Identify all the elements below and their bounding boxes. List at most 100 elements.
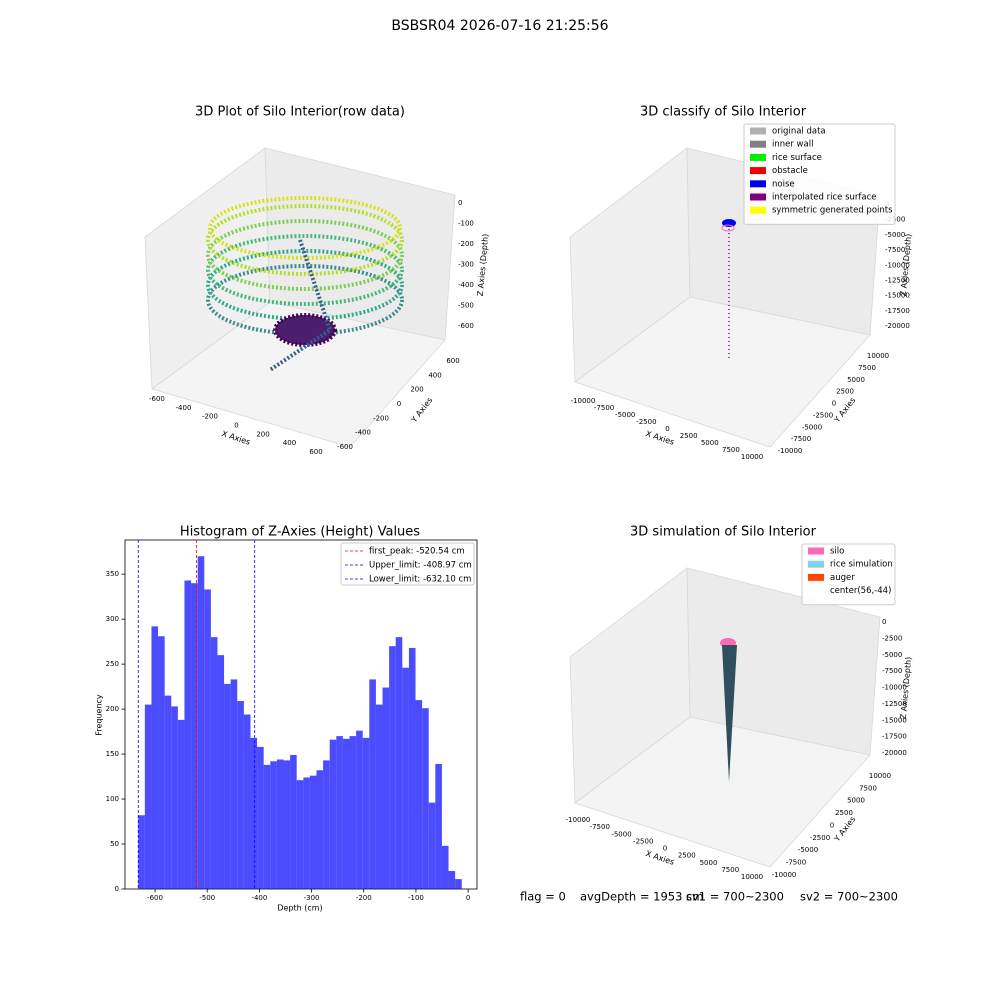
x-tick-label: -7500: [590, 823, 610, 831]
x-tick-label: -5000: [615, 411, 635, 419]
histogram-bar: [329, 739, 337, 889]
histogram-bar: [257, 746, 264, 889]
histogram-bar: [296, 780, 304, 889]
z-tick-label: -12500: [882, 700, 907, 708]
z-tick-label: 0: [882, 618, 886, 626]
legend-label: inner wall: [772, 140, 813, 150]
histogram-bar: [316, 770, 324, 889]
x-tick-label: 0: [665, 425, 669, 433]
x-tick-label: 10000: [741, 453, 763, 461]
histogram-bar: [435, 763, 442, 889]
histogram-bar: [375, 704, 383, 889]
histogram-bar: [349, 736, 357, 889]
x-tick-label: 0: [663, 845, 667, 853]
histogram-bar: [356, 730, 363, 889]
legend-swatch: [750, 180, 766, 188]
footer-text: avgDepth = 1953 cm: [580, 890, 704, 904]
y-tick-label: 7500: [859, 784, 877, 792]
legend-swatch: [808, 573, 824, 581]
legend-label: symmetric generated points: [772, 206, 893, 216]
y-axis-label: Frequency: [95, 694, 104, 736]
x-tick-label: 600: [309, 448, 322, 456]
x-tick-label: -10000: [566, 816, 591, 824]
legend-label: rice simulation: [830, 560, 893, 570]
y-tick-label: 200: [106, 705, 119, 713]
z-tick-label: -5000: [882, 651, 902, 659]
histogram-bar: [428, 802, 436, 889]
histogram-bar: [144, 704, 152, 889]
legend-label: obstacle: [772, 166, 808, 176]
x-tick-label: -5000: [611, 830, 631, 838]
histogram-bar: [309, 775, 317, 889]
classified-points: [721, 219, 736, 360]
histogram-bar: [448, 871, 456, 889]
x-tick-label: -200: [356, 894, 372, 902]
histogram-bar: [263, 764, 271, 889]
x-tick-label: 5000: [701, 439, 719, 447]
legend-label: interpolated rice surface: [772, 193, 877, 203]
z-tick-label: -10000: [882, 684, 907, 692]
histogram-bar: [210, 637, 218, 889]
histogram-bar: [276, 759, 284, 889]
y-tick-label: 2500: [835, 809, 853, 817]
y-tick-label: 5000: [847, 797, 865, 805]
legend-swatch: [750, 206, 766, 214]
suptitle: BSBSR04 2026-07-16 21:25:56: [391, 18, 608, 34]
y-tick-label: -2500: [810, 834, 830, 842]
y-tick-label: 350: [106, 570, 119, 578]
legend-box: [743, 123, 896, 225]
y-tick-label: -7500: [786, 859, 806, 867]
y-tick-label: 300: [106, 615, 119, 623]
x-tick-label: -200: [202, 413, 218, 421]
point-cloud: [206, 196, 404, 372]
legend-label: rice surface: [772, 153, 822, 163]
z-tick-label: -15000: [882, 716, 907, 724]
histogram-bar: [243, 714, 251, 889]
histogram-bar: [171, 706, 178, 889]
x-tick-label: -2500: [636, 418, 656, 426]
histogram-bar: [230, 679, 238, 889]
histogram-bar: [422, 708, 429, 889]
histogram-bar: [237, 701, 244, 889]
y-tick-label: -2500: [813, 411, 833, 419]
legend-label: center(56,-44): [830, 586, 891, 596]
y-tick-label: 200: [410, 386, 423, 394]
histogram-bar: [177, 719, 185, 889]
y-tick-label: 50: [110, 840, 119, 848]
y-tick-label: 100: [106, 795, 119, 803]
histogram-bar: [270, 761, 277, 889]
histogram-bar: [217, 655, 225, 889]
x-tick-label: 0: [466, 894, 470, 902]
x-tick-label: 10000: [741, 873, 763, 881]
y-tick-label: 600: [446, 357, 459, 365]
axes-3d-panes: [144, 147, 456, 448]
legend-swatch: [750, 167, 766, 175]
x-tick-label: -400: [251, 894, 267, 902]
y-tick-label: 0: [115, 885, 119, 893]
legend-label: silo: [830, 547, 844, 557]
histogram-bar: [283, 760, 291, 889]
legend-swatch: [808, 560, 824, 568]
z-tick-label: -20000: [882, 749, 907, 757]
histogram-bar: [408, 647, 416, 889]
x-tick-label: -100: [408, 894, 424, 902]
z-tick-label: -200: [458, 240, 474, 248]
histogram-bar: [204, 589, 211, 889]
histogram-bar: [342, 738, 350, 889]
x-axis-label: Depth (cm): [277, 904, 322, 913]
y-tick-label: 250: [106, 660, 119, 668]
histogram-bar: [362, 737, 370, 889]
y-tick-label: 10000: [869, 772, 891, 780]
histogram-bar: [441, 845, 449, 889]
x-tick-label: -10000: [571, 397, 596, 405]
x-tick-label: -2500: [633, 837, 653, 845]
legend-label: original data: [772, 127, 826, 137]
x-tick-label: 7500: [722, 446, 740, 454]
z-tick-label: -17500: [882, 733, 907, 741]
histogram-bar: [369, 679, 376, 889]
histogram-bar: [151, 626, 159, 889]
chart-title: 3D simulation of Silo Interior: [630, 525, 817, 540]
x-tick-label: -600: [147, 894, 163, 902]
histogram-bar: [402, 667, 409, 889]
